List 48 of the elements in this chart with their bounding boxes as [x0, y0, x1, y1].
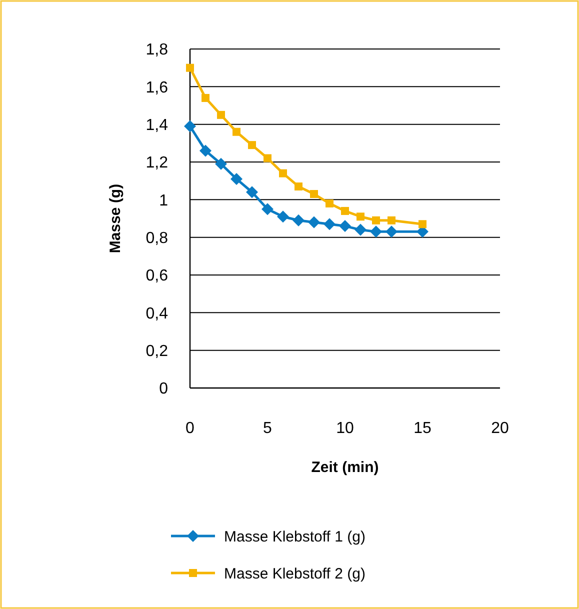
point [308, 216, 320, 228]
point [202, 94, 210, 102]
point [230, 172, 242, 185]
point [294, 182, 302, 190]
point [184, 120, 196, 132]
point [372, 216, 380, 224]
point [200, 144, 212, 157]
point [262, 203, 274, 216]
point [232, 128, 240, 136]
point [341, 206, 349, 215]
point [354, 224, 366, 236]
y-tick-label: 0,4 [146, 305, 168, 322]
x-axis-title: Zeit (min) [311, 459, 379, 476]
y-axis-title: Masse (g) [107, 184, 124, 254]
y-tick-label: 1,2 [146, 154, 168, 172]
y-tick-label: 0,8 [146, 230, 168, 247]
y-tick-label: 0,2 [146, 342, 168, 360]
point [388, 216, 396, 224]
point [215, 158, 227, 170]
legend-label: Masse Klebstoff 2 (g) [224, 565, 366, 582]
point [277, 210, 289, 223]
legend-label: Masse Klebstoff 1 (g) [224, 528, 366, 546]
point [246, 186, 258, 198]
y-tick-label: 1,4 [146, 116, 168, 134]
point [339, 220, 351, 232]
x-tick-label: 20 [491, 420, 509, 437]
x-tick-label: 0 [186, 420, 195, 437]
y-tick-label: 0 [159, 380, 168, 398]
point [418, 220, 426, 228]
y-tick-label: 0,6 [146, 268, 168, 285]
point [248, 141, 256, 150]
point [264, 154, 272, 162]
x-tick-label: 10 [336, 420, 354, 437]
x-tick-label: 15 [414, 420, 432, 437]
point [310, 190, 318, 198]
y-tick-label: 1,6 [146, 79, 168, 96]
x-tick-label: 5 [263, 420, 272, 437]
point [292, 214, 304, 226]
point [386, 226, 398, 238]
point [356, 212, 364, 221]
y-tick-label: 1 [159, 192, 168, 210]
point [217, 110, 225, 119]
point [326, 199, 334, 208]
y-tick-label: 1,8 [146, 42, 168, 59]
point [370, 226, 382, 238]
point [186, 64, 194, 72]
point [279, 169, 287, 178]
point [324, 218, 336, 230]
